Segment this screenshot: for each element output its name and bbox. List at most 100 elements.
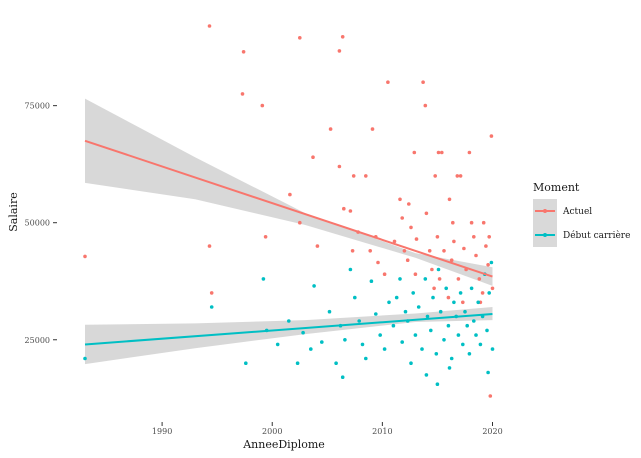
data-point-debut-carriere bbox=[348, 267, 353, 272]
data-point-actuel bbox=[474, 253, 478, 258]
data-point-actuel bbox=[447, 197, 452, 202]
data-point-actuel bbox=[392, 239, 397, 244]
data-point-actuel bbox=[458, 174, 463, 178]
data-point-actuel bbox=[484, 244, 488, 248]
data-point-actuel bbox=[481, 220, 486, 225]
data-point-actuel bbox=[437, 277, 442, 281]
data-point-actuel bbox=[207, 244, 212, 248]
data-point-debut-carriere bbox=[287, 319, 291, 323]
confidence-bands bbox=[85, 98, 493, 365]
data-point-actuel bbox=[456, 277, 461, 281]
data-point-actuel bbox=[424, 211, 429, 216]
x-axis-title: AnneeDiplome bbox=[242, 438, 325, 451]
data-point-actuel bbox=[486, 263, 490, 267]
data-point-actuel bbox=[488, 394, 493, 398]
data-point-debut-carriere bbox=[446, 323, 451, 328]
data-point-debut-carriere bbox=[275, 342, 280, 347]
data-point-debut-carriere bbox=[490, 347, 495, 351]
data-point-debut-carriere bbox=[447, 366, 452, 370]
data-point-actuel bbox=[298, 220, 302, 225]
data-point-actuel bbox=[207, 24, 212, 28]
data-point-debut-carriere bbox=[83, 356, 87, 361]
data-point-debut-carriere bbox=[411, 291, 416, 295]
data-point-actuel bbox=[452, 239, 456, 244]
data-point-debut-carriere bbox=[461, 342, 465, 347]
data-point-debut-carriere bbox=[403, 309, 408, 314]
data-point-debut-carriere bbox=[449, 356, 454, 361]
data-point-debut-carriere bbox=[476, 300, 481, 305]
data-point-debut-carriere bbox=[487, 291, 492, 295]
data-point-actuel bbox=[342, 206, 346, 211]
data-point-debut-carriere bbox=[438, 309, 443, 314]
data-point-actuel bbox=[455, 174, 460, 178]
data-point-debut-carriere bbox=[301, 330, 305, 335]
data-point-actuel bbox=[451, 220, 455, 225]
data-point-actuel bbox=[469, 220, 474, 225]
data-point-debut-carriere bbox=[400, 340, 405, 344]
data-point-actuel bbox=[462, 246, 466, 251]
data-point-debut-carriere bbox=[261, 277, 266, 281]
axes: 1990 2000 2010 2020 25000 50000 75000 bbox=[25, 102, 503, 436]
data-point-actuel bbox=[407, 202, 411, 206]
data-point-actuel bbox=[449, 258, 454, 263]
fit-line-actuel bbox=[84, 139, 493, 278]
data-point-debut-carriere bbox=[431, 295, 435, 300]
data-point-actuel bbox=[442, 249, 446, 253]
data-point-actuel bbox=[240, 92, 245, 96]
data-point-debut-carriere bbox=[467, 352, 472, 356]
x-tick-label: 2020 bbox=[482, 427, 502, 436]
confidence-band-debut-carriere bbox=[85, 307, 493, 365]
data-point-actuel bbox=[209, 291, 214, 295]
data-point-actuel bbox=[489, 134, 494, 138]
fit-lines bbox=[84, 139, 493, 346]
data-point-actuel bbox=[260, 103, 265, 108]
data-point-actuel bbox=[400, 216, 405, 220]
data-point-debut-carriere bbox=[244, 361, 248, 366]
data-point-actuel bbox=[487, 235, 492, 239]
data-point-actuel bbox=[83, 254, 87, 259]
data-point-actuel bbox=[315, 244, 320, 248]
data-point-debut-carriere bbox=[394, 295, 399, 300]
data-point-debut-carriere bbox=[435, 382, 440, 387]
data-point-actuel bbox=[490, 286, 495, 291]
y-tick-label: 50000 bbox=[25, 219, 50, 228]
data-points bbox=[83, 24, 495, 398]
data-point-actuel bbox=[435, 235, 440, 239]
x-tick-label: 1990 bbox=[152, 427, 172, 436]
data-point-actuel bbox=[350, 249, 355, 253]
data-point-actuel bbox=[433, 174, 438, 178]
confidence-band-actuel bbox=[85, 98, 493, 286]
data-point-actuel bbox=[348, 209, 353, 213]
data-point-actuel bbox=[405, 258, 410, 263]
data-point-actuel bbox=[409, 225, 413, 230]
data-point-debut-carriere bbox=[413, 333, 418, 337]
data-point-debut-carriere bbox=[486, 370, 490, 375]
data-point-actuel bbox=[477, 277, 482, 281]
legend-point-actuel bbox=[543, 209, 547, 213]
legend-item-actuel: Actuel bbox=[533, 199, 592, 223]
data-point-actuel bbox=[376, 260, 380, 265]
data-point-actuel bbox=[472, 235, 476, 239]
data-point-debut-carriere bbox=[312, 284, 316, 288]
data-point-actuel bbox=[311, 155, 315, 159]
data-point-actuel bbox=[461, 300, 465, 305]
data-point-actuel bbox=[337, 49, 342, 53]
data-point-actuel bbox=[427, 249, 432, 253]
data-point-debut-carriere bbox=[436, 267, 441, 272]
legend-label-debut-carriere: Début carrière bbox=[563, 230, 630, 241]
data-point-debut-carriere bbox=[374, 312, 378, 316]
legend: Moment Actuel Début carrière bbox=[533, 181, 630, 247]
data-point-actuel bbox=[241, 50, 246, 54]
y-axis-title: Salaire bbox=[7, 192, 20, 231]
data-point-actuel bbox=[446, 295, 451, 300]
data-point-actuel bbox=[432, 286, 436, 291]
data-point-actuel bbox=[423, 103, 428, 108]
data-point-debut-carriere bbox=[425, 314, 430, 319]
data-point-debut-carriere bbox=[320, 340, 324, 344]
data-point-debut-carriere bbox=[456, 333, 461, 337]
data-point-debut-carriere bbox=[398, 277, 402, 281]
data-point-actuel bbox=[382, 272, 387, 277]
legend-title: Moment bbox=[533, 181, 580, 194]
data-point-actuel bbox=[436, 150, 441, 155]
data-point-actuel bbox=[413, 272, 418, 277]
